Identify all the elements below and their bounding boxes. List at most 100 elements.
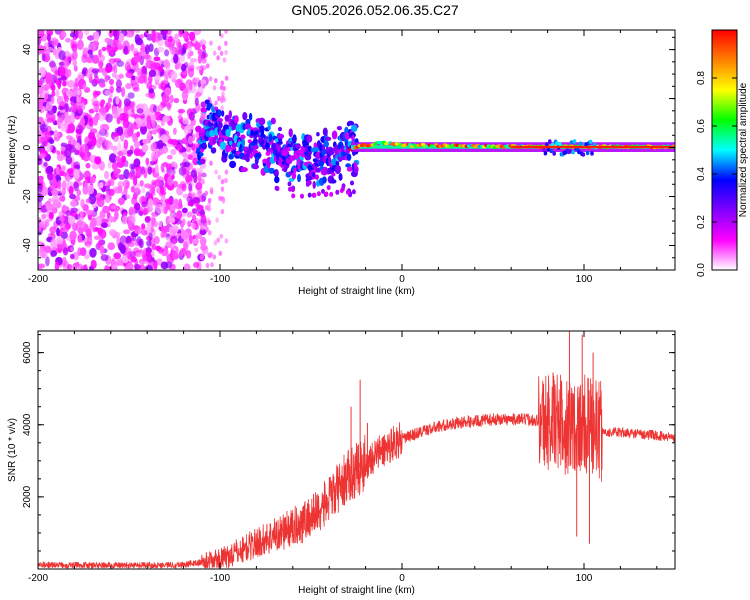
noise-cell bbox=[148, 43, 154, 52]
noise-cell bbox=[38, 193, 44, 203]
noise-cell bbox=[38, 156, 42, 165]
signal-cell bbox=[558, 142, 562, 147]
noise-cell bbox=[91, 163, 100, 170]
x-tick-label: -200 bbox=[28, 274, 48, 285]
noise-cell bbox=[187, 220, 192, 228]
signal-cell bbox=[572, 139, 577, 144]
noise-cell bbox=[174, 78, 183, 88]
noise-cell bbox=[130, 30, 135, 35]
noise-cell bbox=[43, 162, 48, 167]
noise-cell bbox=[121, 86, 126, 98]
noise-cell bbox=[116, 60, 125, 67]
noise-cell bbox=[212, 85, 217, 91]
noise-cell bbox=[123, 139, 129, 150]
signal-cell bbox=[312, 180, 316, 189]
noise-cell bbox=[222, 97, 227, 103]
noise-cell bbox=[151, 243, 157, 251]
noise-cell bbox=[221, 198, 226, 204]
noise-cell bbox=[38, 33, 43, 43]
noise-cell bbox=[122, 253, 129, 264]
noise-cell bbox=[146, 115, 151, 125]
noise-cell bbox=[38, 264, 44, 269]
noise-cell bbox=[60, 75, 67, 81]
noise-cell bbox=[77, 74, 85, 80]
colorbar-tick-label: 0.4 bbox=[696, 167, 707, 181]
signal-cell bbox=[249, 151, 253, 159]
noise-cell bbox=[168, 204, 176, 213]
noise-cell bbox=[105, 113, 113, 123]
noise-cell bbox=[164, 87, 172, 96]
noise-cell bbox=[123, 229, 131, 235]
noise-cell bbox=[214, 78, 218, 84]
noise-cell bbox=[224, 30, 228, 34]
noise-cell bbox=[115, 259, 124, 266]
signal-cell bbox=[345, 163, 352, 168]
noise-cell bbox=[100, 254, 109, 262]
noise-cell bbox=[164, 261, 173, 269]
signal-cell bbox=[274, 176, 280, 184]
noise-cell bbox=[62, 81, 67, 87]
noise-cell bbox=[220, 186, 225, 192]
noise-cell bbox=[113, 30, 120, 41]
noise-cell bbox=[58, 216, 65, 222]
noise-cell bbox=[224, 40, 228, 47]
noise-cell bbox=[52, 48, 57, 56]
signal-cell bbox=[335, 189, 340, 195]
signal-cell bbox=[291, 193, 296, 199]
x-tick-label: -200 bbox=[28, 573, 48, 584]
noise-cell bbox=[217, 174, 222, 180]
noise-cell bbox=[77, 226, 84, 235]
noise-cell bbox=[155, 203, 163, 214]
noise-cell bbox=[94, 75, 100, 85]
noise-cell bbox=[142, 138, 149, 145]
signal-cell bbox=[326, 185, 331, 191]
noise-cell bbox=[92, 115, 99, 126]
noise-cell bbox=[122, 118, 130, 129]
noise-cell bbox=[161, 30, 168, 36]
noise-cell bbox=[70, 32, 76, 38]
noise-cell bbox=[151, 119, 156, 129]
noise-cell bbox=[192, 238, 200, 245]
noise-cell bbox=[200, 236, 207, 247]
noise-cell bbox=[117, 107, 123, 113]
noise-cell bbox=[127, 92, 135, 99]
noise-cell bbox=[146, 81, 153, 90]
noise-cell bbox=[73, 168, 80, 178]
signal-cell bbox=[340, 186, 345, 192]
noise-cell bbox=[75, 261, 80, 268]
signal-cell bbox=[324, 136, 332, 141]
noise-cell bbox=[129, 163, 135, 170]
noise-cell bbox=[187, 62, 195, 69]
noise-cell bbox=[191, 223, 197, 229]
noise-cell bbox=[38, 153, 46, 159]
noise-cell bbox=[200, 244, 208, 251]
signal-cell bbox=[277, 133, 285, 139]
signal-cell bbox=[271, 142, 278, 152]
snr-x-ticks: -200 -100 0 100 bbox=[28, 331, 658, 584]
noise-cell bbox=[123, 98, 131, 107]
signal-cell bbox=[353, 161, 358, 169]
noise-cell bbox=[80, 210, 84, 219]
noise-cell bbox=[159, 186, 165, 195]
signal-cell bbox=[577, 149, 581, 155]
noise-cell bbox=[51, 83, 56, 92]
signal-cell bbox=[211, 106, 216, 113]
noise-cell bbox=[77, 234, 83, 243]
noise-cell bbox=[139, 34, 144, 39]
noise-cell bbox=[79, 117, 86, 126]
noise-cell bbox=[133, 55, 141, 63]
noise-cell bbox=[134, 30, 141, 34]
noise-cell bbox=[50, 96, 55, 104]
noise-cell bbox=[144, 216, 151, 224]
noise-cell bbox=[104, 74, 109, 83]
noise-cell bbox=[141, 43, 146, 54]
noise-cell bbox=[45, 256, 50, 267]
noise-cell bbox=[38, 116, 44, 125]
x-tick-label: 0 bbox=[399, 573, 405, 584]
noise-cell bbox=[38, 97, 44, 108]
noise-cell bbox=[194, 42, 201, 51]
noise-cell bbox=[72, 251, 79, 261]
noise-cell bbox=[144, 265, 153, 270]
signal-cell bbox=[234, 115, 239, 124]
